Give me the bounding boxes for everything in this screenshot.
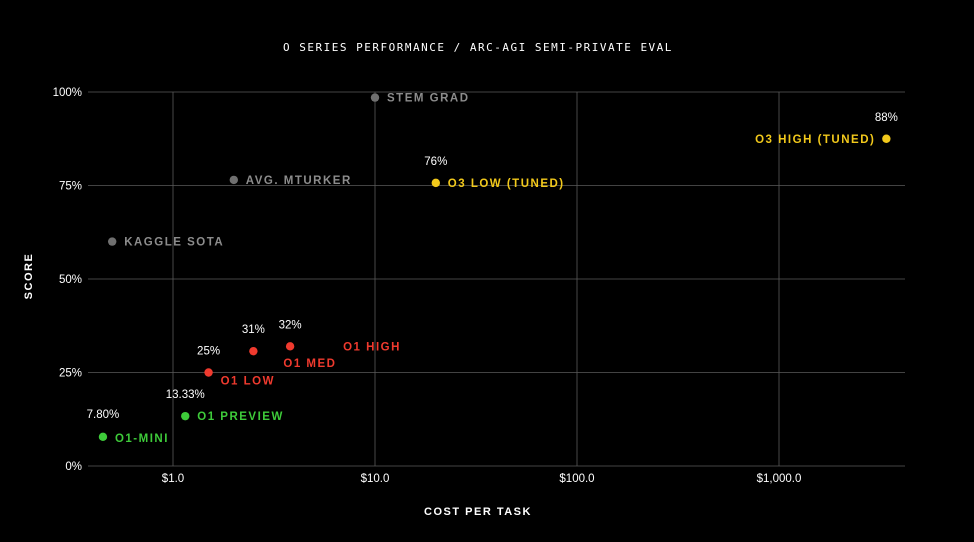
- value-label: 13.33%: [166, 389, 205, 401]
- data-points: STEM GRAD AVG. MTURKER KAGGLE SOTA O3 HIGH …: [87, 93, 898, 445]
- value-label: 25%: [197, 346, 220, 358]
- x-tick-label: $10.0: [361, 473, 390, 485]
- x-tick-label: $100.0: [559, 473, 594, 485]
- value-label: 32%: [279, 319, 302, 331]
- point-label: O1 PREVIEW: [197, 411, 284, 423]
- data-point: [181, 411, 190, 421]
- grid: [88, 91, 905, 467]
- chart-title: O SERIES PERFORMANCE / ARC-AGI SEMI-PRIV…: [283, 41, 673, 54]
- y-tick-label: 25%: [59, 368, 82, 380]
- data-point: [98, 432, 108, 442]
- data-point: [107, 237, 117, 246]
- value-label: 31%: [242, 324, 265, 336]
- x-tick-label: $1.0: [162, 473, 184, 485]
- y-tick-label: 50%: [59, 274, 82, 286]
- data-point: [431, 178, 441, 188]
- y-axis-label: SCORE: [23, 253, 35, 300]
- point-label: O1 MED: [283, 358, 336, 370]
- point-label: O3 LOW (TUNED): [448, 178, 565, 190]
- value-label: 88%: [875, 112, 898, 124]
- point-label: O3 HIGH (TUNED): [755, 134, 875, 146]
- data-point: [204, 368, 213, 377]
- axis-ticks: 0% 25% 50% 75% 100% $1.0 $10.0 $100.0 $1,000.0: [53, 87, 802, 485]
- point-label: O1-MINI: [115, 433, 169, 445]
- y-tick-label: 100%: [53, 87, 82, 99]
- value-label: 76%: [424, 156, 447, 168]
- data-point: [370, 93, 380, 102]
- y-tick-label: 75%: [59, 181, 82, 193]
- point-label: AVG. MTURKER: [246, 175, 352, 187]
- point-label: STEM GRAD: [387, 93, 470, 105]
- data-point: [285, 342, 295, 351]
- point-label: O1 LOW: [221, 376, 275, 388]
- value-label: 7.80%: [87, 409, 120, 421]
- point-label: O1 HIGH: [343, 341, 401, 353]
- data-point: [882, 134, 891, 143]
- x-tick-label: $1,000.0: [757, 473, 802, 485]
- data-point: [249, 346, 258, 356]
- x-axis-label: COST PER TASK: [424, 506, 532, 518]
- data-point: [229, 175, 239, 185]
- y-tick-label: 0%: [65, 461, 82, 473]
- point-label: KAGGLE SOTA: [124, 237, 224, 249]
